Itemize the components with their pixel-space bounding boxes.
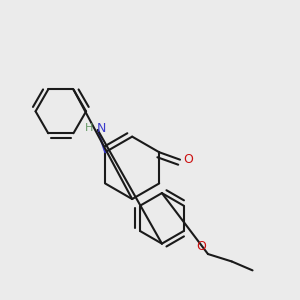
Text: O: O [196,239,206,253]
Text: O: O [184,153,194,166]
Text: N: N [97,122,106,135]
Text: H: H [85,124,93,134]
